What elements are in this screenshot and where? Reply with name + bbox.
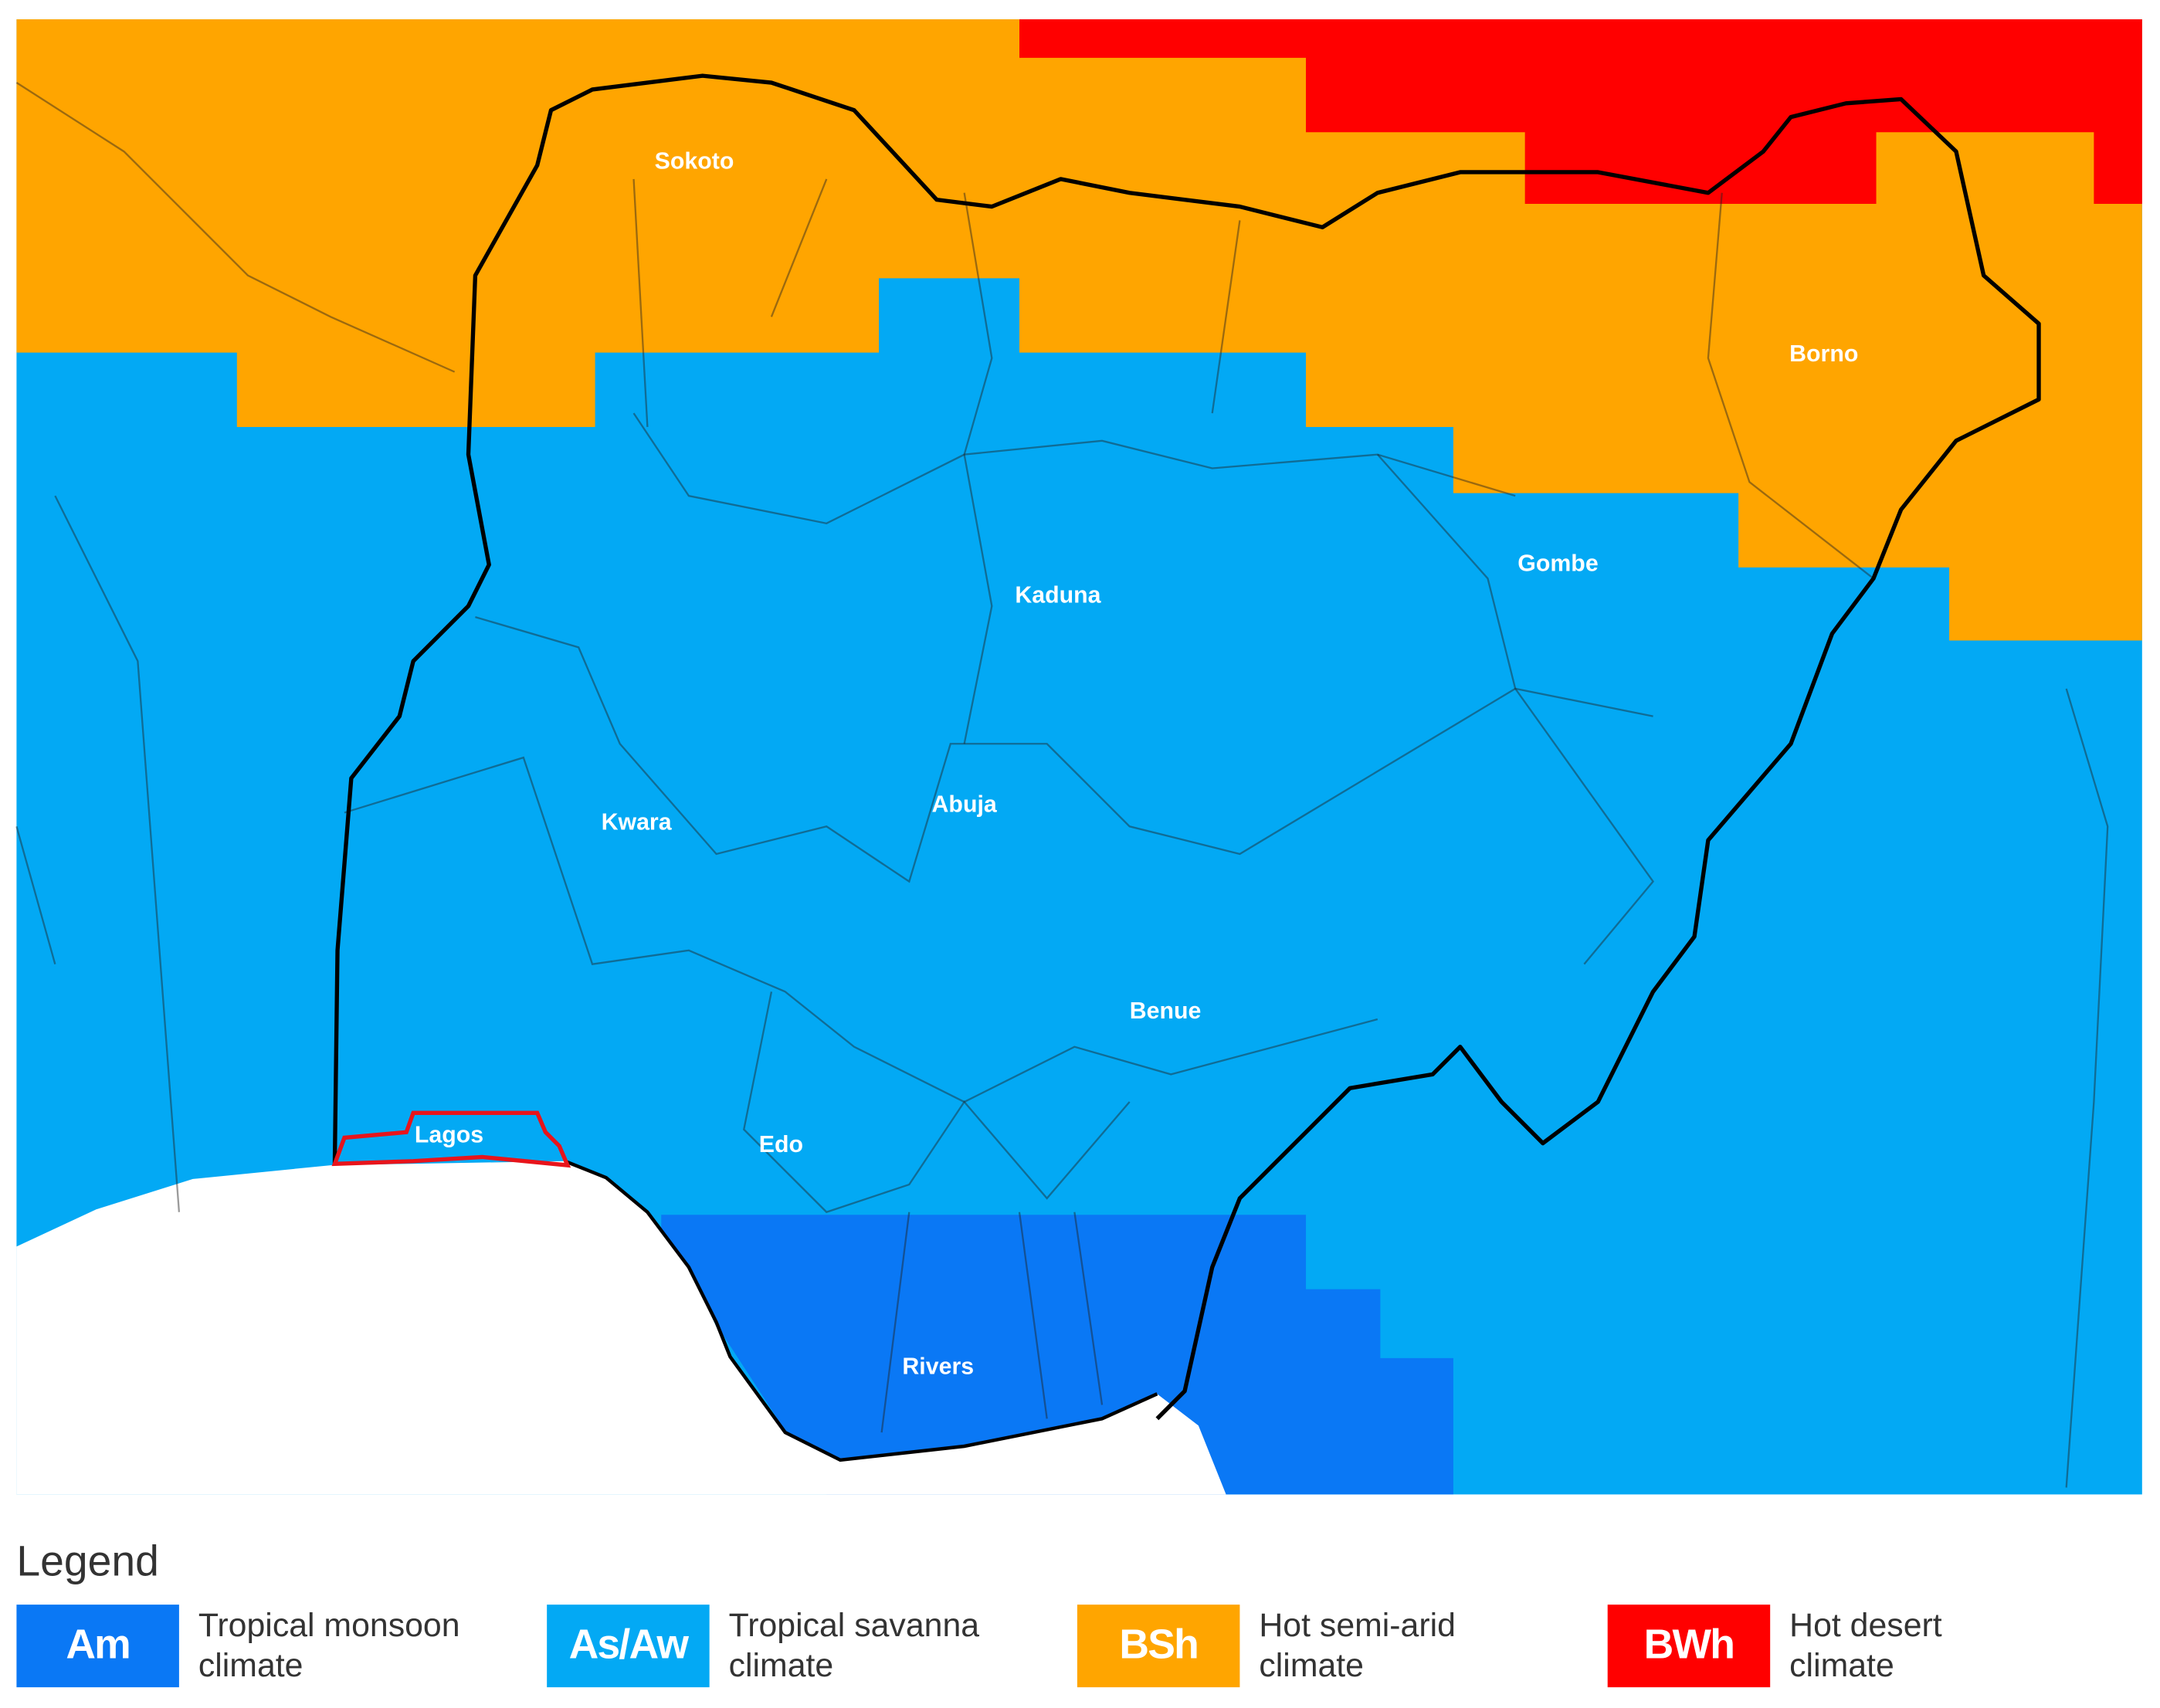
legend-swatch: Am bbox=[16, 1605, 179, 1688]
state-label: Abuja bbox=[932, 792, 998, 818]
coastline bbox=[564, 1159, 1158, 1462]
legend-label-line: climate bbox=[198, 1647, 303, 1685]
legend-label-line: climate bbox=[1259, 1647, 1365, 1685]
state-label: Lagos bbox=[415, 1123, 483, 1148]
climate-map: Sokoto Borno Gombe Kaduna Kwara Abuja Benue Lag… bbox=[15, 19, 2142, 1495]
legend-swatch: BWh bbox=[1607, 1605, 1771, 1688]
state-labels: Sokoto Borno Gombe Kaduna Kwara Abuja Benue Lag… bbox=[415, 149, 1858, 1380]
legend-label-line: Hot semi-arid bbox=[1259, 1607, 1456, 1645]
legend-label-line: Tropical monsoon bbox=[198, 1607, 460, 1645]
legend-swatch: As/Aw bbox=[547, 1605, 710, 1688]
legend-label-line: Tropical savanna bbox=[728, 1607, 980, 1645]
monsoon-zone bbox=[661, 1215, 1453, 1495]
legend-label: Tropical savanna climate bbox=[729, 1606, 979, 1686]
legend-label: Hot desert climate bbox=[1789, 1606, 1942, 1686]
legend-label: Tropical monsoon climate bbox=[198, 1606, 460, 1686]
state-label: Borno bbox=[1789, 341, 1858, 367]
lagos-outline bbox=[331, 1110, 571, 1168]
legend-label-line: Hot desert bbox=[1789, 1607, 1942, 1645]
legend-label: Hot semi-arid climate bbox=[1259, 1606, 1456, 1686]
legend-swatch: BSh bbox=[1077, 1605, 1240, 1688]
legend-label-line: climate bbox=[728, 1647, 834, 1685]
legend-title: Legend bbox=[16, 1537, 159, 1586]
nigeria-border bbox=[332, 73, 2041, 1421]
state-borders bbox=[15, 82, 2109, 1488]
legend-label-line: climate bbox=[1789, 1647, 1894, 1685]
state-label: Rivers bbox=[902, 1354, 974, 1379]
state-label: Benue bbox=[1130, 998, 1202, 1024]
desert-zone bbox=[1019, 19, 2142, 205]
state-label: Gombe bbox=[1517, 551, 1598, 576]
sea bbox=[16, 1161, 1226, 1495]
state-label: Edo bbox=[759, 1132, 803, 1157]
state-label: Kwara bbox=[602, 810, 673, 835]
state-label: Sokoto bbox=[655, 149, 734, 175]
state-label: Kaduna bbox=[1015, 582, 1101, 608]
